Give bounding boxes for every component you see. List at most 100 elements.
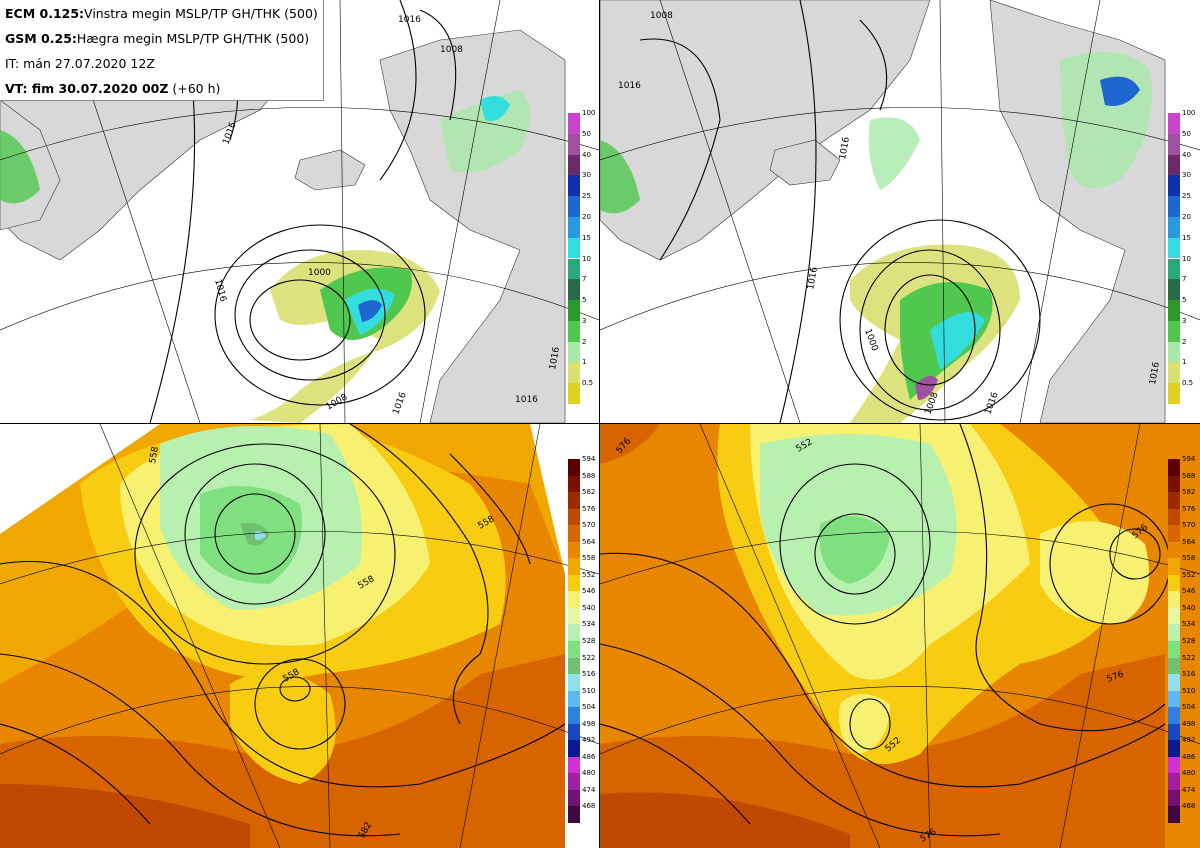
colorbar-label: 7 bbox=[582, 275, 587, 284]
colorbar-swatch bbox=[568, 508, 580, 526]
svg-text:1016: 1016 bbox=[618, 81, 641, 91]
colorbar-label: 552 bbox=[582, 570, 596, 579]
svg-text:1008: 1008 bbox=[650, 11, 673, 21]
svg-text:558: 558 bbox=[148, 446, 161, 465]
colorbar-swatch bbox=[1168, 624, 1180, 641]
colorbar-label: 474 bbox=[1182, 785, 1196, 794]
colorbar-swatch bbox=[1168, 591, 1180, 608]
colorbar-swatch bbox=[1168, 113, 1180, 134]
colorbar-swatch bbox=[1168, 362, 1180, 384]
colorbar-swatch bbox=[1168, 558, 1180, 575]
colorbar-label: 1 bbox=[1182, 358, 1187, 367]
panel-divider-horizontal bbox=[0, 423, 1200, 424]
panel-gsm-thickness: 576 552 552 576 576 576 bbox=[600, 424, 1200, 848]
colorbar-label: 588 bbox=[582, 471, 596, 480]
colorbar-swatch bbox=[568, 591, 580, 608]
colorbar-swatch bbox=[1168, 237, 1180, 259]
colorbar-swatch bbox=[1168, 707, 1180, 724]
colorbar-swatch bbox=[1168, 806, 1180, 823]
colorbar-label: 20 bbox=[1182, 212, 1191, 221]
colorbar-label: 576 bbox=[582, 504, 596, 513]
colorbar-label: 498 bbox=[582, 719, 596, 728]
colorbar-label: 486 bbox=[582, 752, 596, 761]
colorbar-swatch bbox=[568, 475, 580, 493]
colorbar-swatch bbox=[1168, 196, 1180, 217]
colorbar-swatch bbox=[568, 133, 580, 155]
colorbar-label: 534 bbox=[1182, 620, 1196, 629]
colorbar-swatch bbox=[1168, 690, 1180, 708]
thickness-colorbar-left: 594 588 582 576 570 564 558 552 546 540 534 528 522 5… bbox=[568, 455, 598, 823]
panel-ecm-thickness: 558 558 558 558 582 bbox=[0, 424, 599, 848]
colorbar-swatch bbox=[568, 773, 580, 790]
iceland-land bbox=[769, 139, 841, 186]
svg-text:1008: 1008 bbox=[440, 45, 463, 55]
colorbar-swatch bbox=[1168, 154, 1180, 176]
colorbar-swatch bbox=[568, 690, 580, 708]
svg-text:1016: 1016 bbox=[398, 15, 421, 25]
colorbar-label: 7 bbox=[1182, 275, 1187, 284]
isobars bbox=[639, 0, 1041, 423]
colorbar-label: 0.5 bbox=[582, 379, 594, 388]
colorbar-label: 594 bbox=[582, 455, 596, 463]
colorbar-label: 522 bbox=[1182, 653, 1196, 662]
colorbar-swatch bbox=[568, 674, 580, 691]
colorbar-swatch bbox=[568, 320, 580, 342]
colorbar-label: 25 bbox=[582, 192, 591, 201]
gh-contours bbox=[600, 424, 1171, 837]
colorbar-label: 40 bbox=[582, 150, 591, 159]
colorbar-label: 5 bbox=[582, 296, 587, 305]
gh-contours bbox=[0, 424, 566, 837]
svg-text:1016: 1016 bbox=[806, 266, 820, 291]
colorbar-swatch bbox=[1168, 756, 1180, 774]
colorbar-label: 558 bbox=[582, 554, 596, 563]
colorbar-label: 15 bbox=[582, 233, 591, 242]
iceland-land bbox=[294, 149, 366, 191]
colorbar-swatch bbox=[1168, 607, 1180, 625]
colorbar-swatch bbox=[1168, 525, 1180, 542]
colorbar-label: 570 bbox=[1182, 521, 1196, 530]
gsm-mslp-map: 1016 1008 1016 1016 1000 1008 1016 1016 bbox=[600, 0, 1200, 423]
colorbar-label: 522 bbox=[582, 653, 596, 662]
colorbar-label: 30 bbox=[582, 171, 591, 180]
colorbar-label: 588 bbox=[1182, 471, 1196, 480]
colorbar-label: 492 bbox=[1182, 736, 1196, 745]
colorbar-swatch bbox=[568, 723, 580, 741]
colorbar-swatch bbox=[568, 541, 580, 559]
colorbar-swatch bbox=[568, 558, 580, 575]
colorbar-swatch bbox=[568, 574, 580, 592]
colorbar-label: 564 bbox=[1182, 537, 1196, 546]
colorbar-swatch bbox=[568, 196, 580, 217]
colorbar-label: 5 bbox=[1182, 296, 1187, 305]
colorbar-swatch bbox=[1168, 789, 1180, 807]
colorbar-label: 504 bbox=[1182, 703, 1196, 712]
colorbar-label: 516 bbox=[1182, 670, 1196, 679]
colorbar-swatch bbox=[568, 806, 580, 823]
panel-gsm-mslp: 1016 1008 1016 1016 1000 1008 1016 1016 bbox=[600, 0, 1200, 423]
isobars bbox=[149, 0, 457, 423]
colorbar-label: 540 bbox=[582, 603, 596, 612]
thickness-colorbar-right: 594 588 582 576 570 564 558 552 546 540 534 528 522 5… bbox=[1168, 456, 1198, 823]
colorbar-swatch bbox=[568, 362, 580, 384]
colorbar-swatch bbox=[1168, 657, 1180, 675]
colorbar-swatch bbox=[1168, 541, 1180, 559]
graticule bbox=[600, 424, 1200, 848]
svg-text:1016: 1016 bbox=[515, 395, 538, 405]
svg-text:1016: 1016 bbox=[548, 346, 562, 371]
colorbar-swatch bbox=[1168, 175, 1180, 197]
colorbar-swatch bbox=[568, 789, 580, 807]
colorbar-swatch bbox=[568, 707, 580, 724]
svg-text:1016: 1016 bbox=[1148, 361, 1162, 386]
colorbar-swatch bbox=[568, 341, 580, 363]
colorbar-swatch bbox=[1168, 133, 1180, 155]
colorbar-swatch bbox=[1168, 574, 1180, 592]
colorbar-label: 480 bbox=[582, 769, 596, 778]
colorbar-label: 40 bbox=[1182, 150, 1191, 159]
header-line-ecm: ECM 0.125:Vinstra megin MSLP/TP GH/THK (… bbox=[5, 6, 318, 21]
colorbar-swatch bbox=[568, 154, 580, 176]
colorbar-label: 100 bbox=[1182, 109, 1196, 117]
colorbar-label: 558 bbox=[1182, 554, 1196, 563]
greenland-land bbox=[600, 0, 931, 261]
colorbar-swatch bbox=[1168, 279, 1180, 301]
colorbar-swatch bbox=[568, 113, 580, 134]
colorbar-label: 2 bbox=[1182, 337, 1187, 346]
